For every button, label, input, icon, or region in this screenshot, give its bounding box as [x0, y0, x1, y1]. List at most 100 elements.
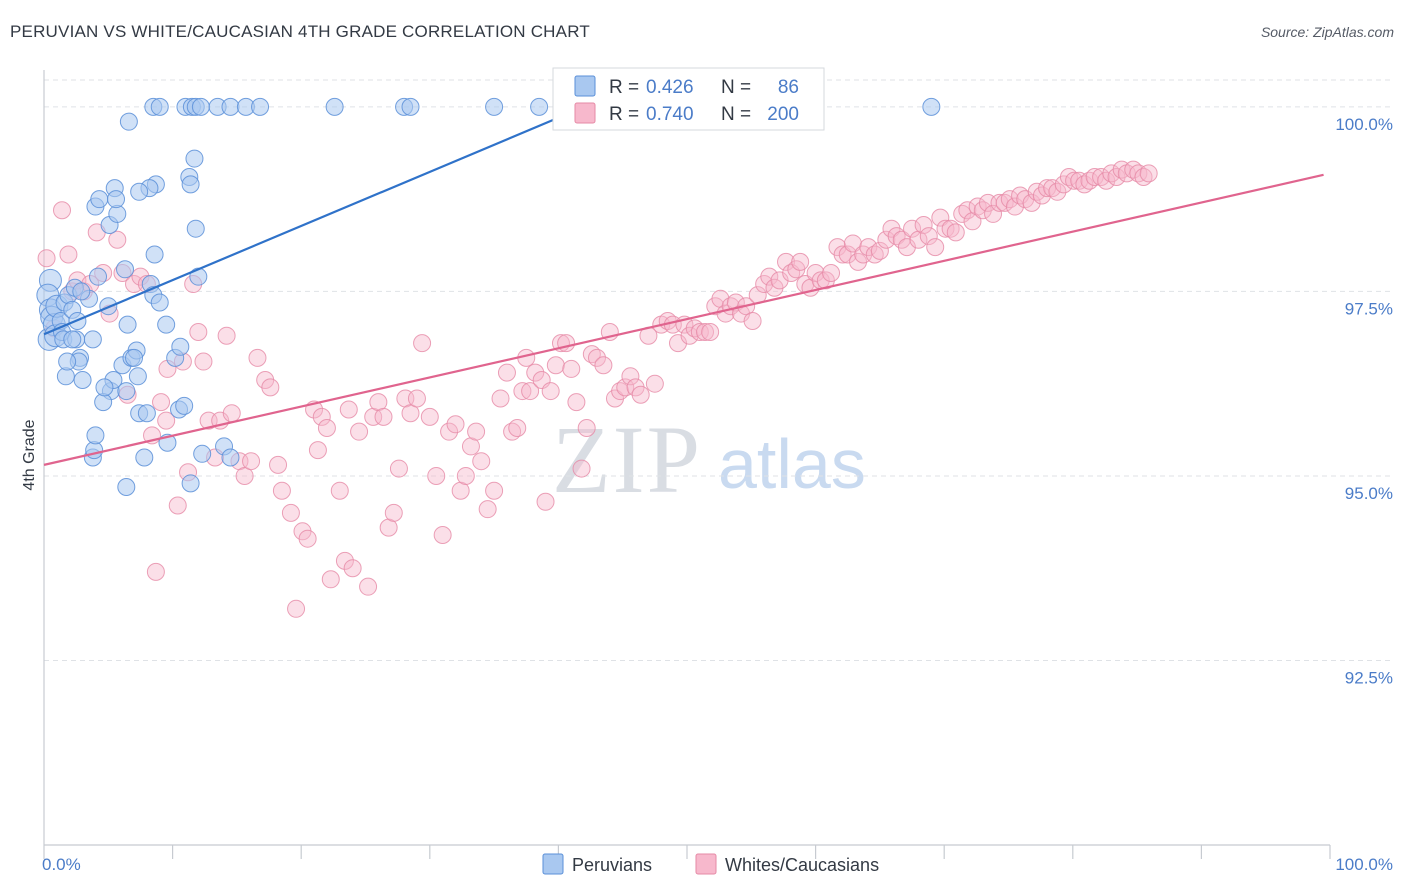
watermark-zip: ZIP: [552, 406, 702, 513]
white-caucasian-point-3: [59, 245, 78, 264]
white-caucasian-point-48: [317, 418, 336, 437]
y-tick-label-1: 97.5%: [1345, 299, 1393, 318]
white-caucasian-point-157: [914, 216, 933, 234]
legend-n-value-1: 86: [778, 77, 799, 98]
white-caucasian-point-36: [248, 348, 267, 367]
peruvian-point-61: [221, 448, 240, 467]
peruvian-point-35: [117, 382, 136, 401]
peruvian-point-91: [922, 97, 941, 116]
white-caucasian-point-184: [1059, 168, 1078, 187]
peruvian-point-73: [63, 330, 82, 349]
white-caucasian-point-199: [1139, 164, 1158, 183]
legend-n-label-2: N =: [721, 104, 751, 125]
white-caucasian-point-174: [1005, 197, 1024, 216]
white-caucasian-point-143: [838, 245, 857, 264]
white-caucasian-point-55: [359, 577, 378, 596]
white-caucasian-point-91: [557, 334, 576, 353]
white-caucasian-point-87: [536, 492, 555, 511]
white-caucasian-point-80: [503, 422, 522, 441]
x-tick-label-min: 0.0%: [42, 855, 81, 874]
bottom-legend-peruvians: Peruvians: [572, 855, 652, 875]
watermark: ZIP atlas: [552, 406, 866, 513]
series-legend: Peruvians Whites/Caucasians: [542, 853, 879, 875]
correlation-legend: R = 0.426 N = 86 R = 0.740 N = 200: [552, 67, 825, 131]
white-caucasian-point-134: [791, 252, 810, 271]
white-caucasian-point-187: [1075, 175, 1094, 194]
white-caucasian-point-79: [497, 363, 516, 382]
peruvian-point-45: [145, 245, 164, 264]
white-caucasian-point-198: [1134, 168, 1153, 187]
white-caucasian-point-58: [374, 407, 393, 426]
y-tick-label-2: 95.0%: [1345, 484, 1393, 503]
peruvian-point-68: [72, 282, 91, 301]
peruvian-point-56: [185, 149, 204, 168]
white-caucasian-point-84: [521, 382, 540, 401]
white-caucasian-point-158: [919, 227, 938, 246]
peruvian-point-41: [137, 404, 156, 423]
gridlines: [44, 79, 1392, 661]
white-caucasian-point-170: [984, 204, 1003, 223]
white-caucasian-point-111: [668, 334, 687, 353]
peruvian-point-89: [485, 97, 504, 116]
peruvian-point-75: [58, 352, 77, 371]
white-caucasian-point-40: [272, 481, 291, 500]
whites-caucasians-trendline: [43, 173, 1324, 466]
white-caucasian-point-144: [843, 234, 862, 253]
white-caucasian-point-46: [308, 441, 327, 460]
legend-n-label-1: N =: [721, 77, 751, 98]
white-caucasian-point-70: [446, 415, 465, 434]
white-caucasian-point-185: [1065, 171, 1084, 190]
axes: [43, 70, 1331, 859]
white-caucasian-point-92: [562, 359, 581, 378]
bottom-legend-whites: Whites/Caucasians: [725, 855, 879, 875]
white-caucasian-point-31: [217, 326, 236, 345]
peruvian-point-19: [73, 371, 92, 389]
peruvian-point-27: [119, 112, 138, 131]
white-caucasian-point-105: [631, 385, 650, 404]
white-caucasian-point-39: [269, 455, 288, 474]
peruvian-point-67: [83, 330, 102, 349]
white-caucasian-point-162: [941, 219, 960, 238]
white-caucasian-point-65: [413, 334, 432, 353]
bottom-legend-swatch-whites: [695, 853, 717, 875]
white-caucasian-point-2: [53, 201, 72, 220]
peruvian-point-48: [157, 315, 176, 334]
peruvians-trendline: [43, 105, 585, 336]
white-caucasian-point-163: [946, 223, 965, 242]
legend-swatch-peruvians: [574, 75, 596, 97]
peruvian-point-62: [181, 474, 200, 493]
white-caucasian-point-101: [611, 382, 630, 401]
white-caucasian-point-64: [407, 389, 426, 408]
peruvian-point-85: [251, 97, 270, 116]
peruvian-point-83: [221, 97, 240, 116]
peruvian-point-57: [186, 219, 205, 238]
white-caucasian-point-180: [1038, 179, 1057, 198]
peruvian-point-77: [150, 97, 169, 116]
chart-title: PERUVIAN VS WHITE/CAUCASIAN 4TH GRADE CO…: [10, 22, 590, 41]
white-caucasian-point-95: [577, 418, 596, 437]
peruvian-point-28: [118, 315, 137, 334]
white-caucasian-point-96: [582, 345, 601, 364]
peruvian-point-88: [401, 97, 420, 116]
peruvian-point-47: [150, 293, 169, 312]
white-caucasian-point-167: [968, 197, 987, 216]
white-caucasian-point-189: [1085, 168, 1104, 187]
white-caucasian-point-41: [281, 503, 300, 522]
white-caucasian-point-172: [995, 193, 1014, 212]
white-caucasian-point-181: [1043, 179, 1062, 198]
white-caucasian-point-76: [478, 500, 497, 519]
white-caucasian-point-94: [572, 459, 591, 478]
peruvian-point-72: [89, 267, 108, 286]
white-caucasian-point-38: [261, 378, 280, 397]
white-caucasian-point-192: [1102, 164, 1121, 183]
white-caucasian-point-51: [335, 551, 354, 570]
white-caucasian-point-161: [936, 219, 955, 238]
white-caucasian-point-97: [587, 348, 606, 367]
white-caucasian-point-186: [1070, 171, 1089, 190]
white-caucasian-point-47: [312, 407, 331, 426]
peruvian-point-38: [125, 348, 144, 367]
white-caucasian-point-140: [822, 263, 841, 282]
white-caucasian-point-159: [926, 238, 945, 257]
peruvians-points: [36, 97, 941, 497]
